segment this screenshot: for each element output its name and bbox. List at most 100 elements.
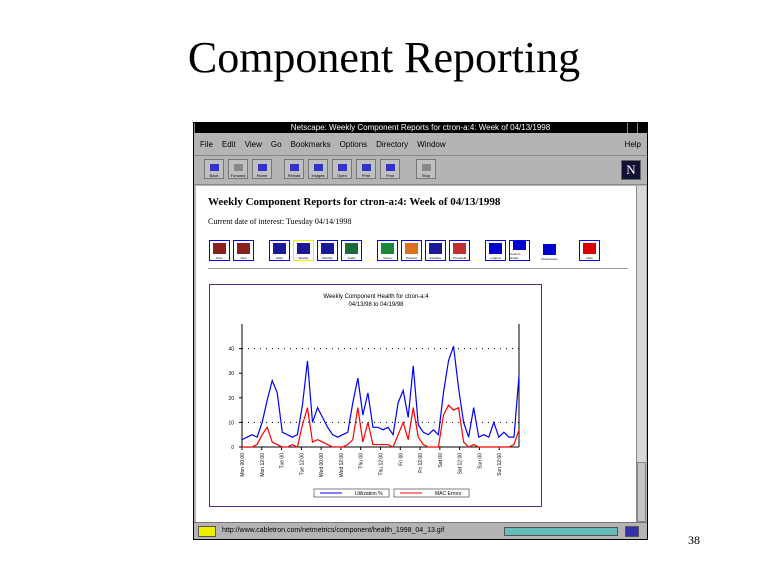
nav-monthly-button[interactable]: Monthly (317, 240, 338, 261)
nav-label: Protocol (405, 256, 417, 260)
nav-daily-button[interactable]: Daily (269, 240, 290, 261)
legend-item (393, 488, 470, 498)
chart-title: Weekly Component Health for ctron-a:4 (323, 294, 429, 300)
toolbar-label: Images (311, 173, 325, 178)
toolbar-label: Reload (287, 173, 301, 178)
x-tick-label: Tue 00 (280, 453, 286, 469)
print-button[interactable]: Print (356, 159, 376, 179)
progress-bar (504, 527, 618, 536)
find-button[interactable]: Find (380, 159, 400, 179)
legend-item (313, 488, 390, 498)
menu-view[interactable]: View (244, 139, 262, 149)
reload-button[interactable]: Reload (284, 159, 304, 179)
window-menu-button[interactable] (194, 123, 204, 133)
toolbar-label: Back (209, 173, 219, 178)
menu-bar: File Edit View Go Bookmarks Options Directory W… (194, 133, 647, 156)
nav-legend-button[interactable]: Legend (485, 240, 506, 261)
reload-icon (289, 164, 299, 171)
y-tick-label: 10 (228, 420, 234, 426)
nav-label: Threshold (452, 256, 467, 260)
menu-go[interactable]: Go (270, 139, 282, 149)
custom-graph-icon (513, 241, 526, 250)
page-heading: Weekly Component Reports for ctron-a:4: … (208, 196, 501, 208)
menu-help[interactable]: Help (624, 139, 641, 149)
nav-weekly-button[interactable]: Weekly (293, 240, 314, 261)
forward-icon (233, 164, 243, 171)
interface-icon (429, 243, 442, 254)
back-icon (209, 164, 219, 171)
monthly-icon (321, 243, 334, 254)
health-chart: Weekly Component Health for ctron-a:4 04… (228, 294, 520, 498)
nav-label: Monthly (322, 256, 333, 260)
minimize-button[interactable] (627, 123, 637, 133)
toolbar-label: Home (256, 173, 268, 178)
menu-directory[interactable]: Directory (376, 139, 409, 149)
forward-button[interactable]: Forward (228, 159, 248, 179)
nav-label: Help (586, 256, 593, 260)
menu-window[interactable]: Window (417, 139, 446, 149)
open-button[interactable]: Open (332, 159, 352, 179)
x-tick-label: Tue 12:00 (299, 453, 305, 476)
browser-window: Netscape: Weekly Component Reports for c… (193, 122, 648, 540)
window-title: Netscape: Weekly Component Reports for c… (290, 123, 551, 132)
legend-label: MAC Errors (435, 491, 462, 497)
x-tick-label: Thu 12:00 (379, 453, 385, 476)
toolbar-label: Forward (230, 173, 246, 178)
nav-next-button[interactable]: Next (233, 240, 254, 261)
nav-yearly-button[interactable]: Yearly (341, 240, 362, 261)
chart-subtitle: 04/13/98 to 04/19/98 (348, 302, 404, 308)
status-bar: http://www.cabletron.com/netmetrics/comp… (194, 522, 647, 539)
back-button[interactable]: Back (204, 159, 224, 179)
x-tick-label: Sat 12:00 (458, 453, 464, 475)
nav-label: Group (383, 256, 392, 260)
nav-custom-graph-button[interactable]: Custom Graph (509, 240, 530, 261)
series-line-1 (242, 404, 520, 448)
toolbar-label: Open (337, 173, 347, 178)
find-icon (385, 164, 395, 171)
nav-interface-button[interactable]: Interface (425, 240, 446, 261)
y-tick-label: 20 (228, 396, 234, 402)
vertical-scrollbar[interactable] (636, 186, 646, 522)
series-line-0 (241, 345, 520, 441)
menu-bookmarks[interactable]: Bookmarks (290, 139, 331, 149)
maximize-button[interactable] (637, 123, 647, 133)
slide-title: Component Reporting (187, 33, 581, 82)
menu-edit[interactable]: Edit (221, 139, 236, 149)
preferences-icon (543, 244, 556, 255)
nav-label: Legend (490, 256, 501, 260)
current-date: Current date of interest: Tuesday 04/14/… (208, 217, 352, 226)
weekly-icon (297, 243, 310, 254)
page-content: Weekly Component Reports for ctron-a:4: … (196, 186, 637, 522)
print-icon (361, 164, 371, 171)
status-url: http://www.cabletron.com/netmetrics/comp… (222, 527, 445, 534)
security-key-icon (198, 526, 216, 537)
images-button[interactable]: Images (308, 159, 328, 179)
menu-options[interactable]: Options (339, 139, 368, 149)
y-tick-label: 0 (231, 445, 234, 451)
menu-file[interactable]: File (200, 139, 213, 149)
divider (208, 268, 628, 269)
title-bar: Netscape: Weekly Component Reports for c… (194, 123, 647, 133)
nav-group-button[interactable]: Group (377, 240, 398, 261)
toolbar-label: Find (386, 173, 394, 178)
x-tick-label: Thu 00 (359, 453, 365, 469)
nav-label: Yearly (347, 256, 356, 260)
home-button[interactable]: Home (252, 159, 272, 179)
mail-icon[interactable] (625, 526, 639, 537)
nav-threshold-button[interactable]: Threshold (449, 240, 470, 261)
stop-button[interactable]: Stop (416, 159, 436, 179)
nav-prev-button[interactable]: Prev (209, 240, 230, 261)
nav-label: Daily (276, 256, 283, 260)
open-icon (337, 164, 347, 171)
netscape-logo[interactable]: N (621, 160, 641, 180)
legend-icon (489, 243, 502, 254)
threshold-icon (453, 243, 466, 254)
nav-help-button[interactable]: Help (579, 240, 600, 261)
scroll-thumb[interactable] (637, 462, 646, 522)
nav-protocol-button[interactable]: Protocol (401, 240, 422, 261)
nav-preferences-button[interactable]: Preferences (539, 240, 560, 261)
next-icon (237, 243, 250, 254)
stop-icon (421, 164, 431, 171)
x-tick-label: Sun 12:00 (497, 453, 503, 476)
nav-label: Preferences (541, 257, 558, 261)
